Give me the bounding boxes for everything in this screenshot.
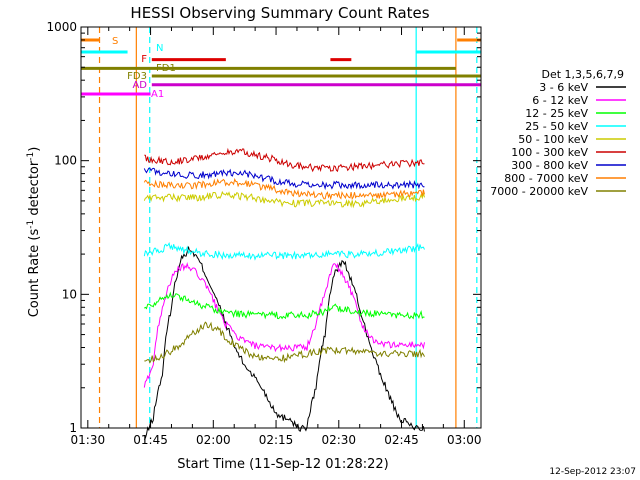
y-tick-label-2: 100	[54, 154, 77, 168]
legend-label-4: 50 - 100 keV	[518, 133, 588, 146]
series-line-4	[143, 190, 425, 209]
x-tick-label-3: 02:15	[259, 433, 294, 447]
series-line-8	[144, 321, 425, 364]
x-axis-label: Start Time (11-Sep-12 01:28:22)	[177, 457, 388, 472]
series-line-5	[144, 147, 425, 173]
x-tick-label-4: 02:30	[321, 433, 356, 447]
x-tick-label-6: 03:00	[447, 433, 482, 447]
series-line-0	[143, 246, 425, 440]
flag-label-s: S	[112, 36, 118, 47]
legend-title: Det 1,3,5,6,7,9	[541, 68, 624, 81]
footer-timestamp: 12-Sep-2012 23:07	[549, 467, 636, 477]
x-tick-label-2: 02:00	[196, 433, 231, 447]
legend-label-8: 7000 - 20000 keV	[490, 185, 588, 198]
legend-label-1: 6 - 12 keV	[532, 94, 588, 107]
flag-label-a1: A1	[151, 89, 164, 100]
series-line-6	[143, 167, 425, 191]
series-line-2	[144, 291, 425, 320]
x-tick-label-0: 01:30	[71, 433, 106, 447]
y-axis-label-part-1: Count Rate (s	[27, 229, 42, 318]
series-line-1	[143, 261, 425, 388]
x-tick-label-1: 01:45	[133, 433, 168, 447]
legend-label-0: 3 - 6 keV	[539, 81, 588, 94]
plot-frame	[80, 26, 482, 429]
flag-label-f: F	[141, 54, 147, 65]
legend-label-5: 100 - 300 keV	[511, 146, 588, 159]
y-tick-label-1: 10	[62, 287, 77, 301]
x-tick-label-5: 02:45	[384, 433, 419, 447]
legend-label-7: 800 - 7000 keV	[504, 172, 588, 185]
y-axis-label-sup-1: -1	[26, 220, 36, 229]
series-line-3	[143, 241, 425, 261]
y-tick-label-0: 1	[69, 421, 77, 435]
y-axis-label: Count Rate (s-1 detector-1)	[26, 147, 42, 318]
y-tick-label-3: 1000	[46, 20, 77, 34]
legend-label-3: 25 - 50 keV	[525, 120, 588, 133]
y-axis-label-sup-2: -1	[26, 152, 36, 161]
chart-title: HESSI Observing Summary Count Rates	[130, 4, 429, 22]
flag-label-fd1: FD1	[156, 63, 176, 74]
legend-label-6: 300 - 800 keV	[511, 159, 588, 172]
flag-label-fd3: FD3	[127, 71, 147, 82]
flag-label-ad: AD	[132, 80, 147, 91]
y-axis-label-part-2: detector	[27, 160, 42, 220]
flag-label-n: N	[156, 43, 163, 54]
legend-label-2: 12 - 25 keV	[525, 107, 588, 120]
series-line-7	[143, 177, 425, 201]
y-axis-label-part-3: )	[27, 147, 42, 152]
